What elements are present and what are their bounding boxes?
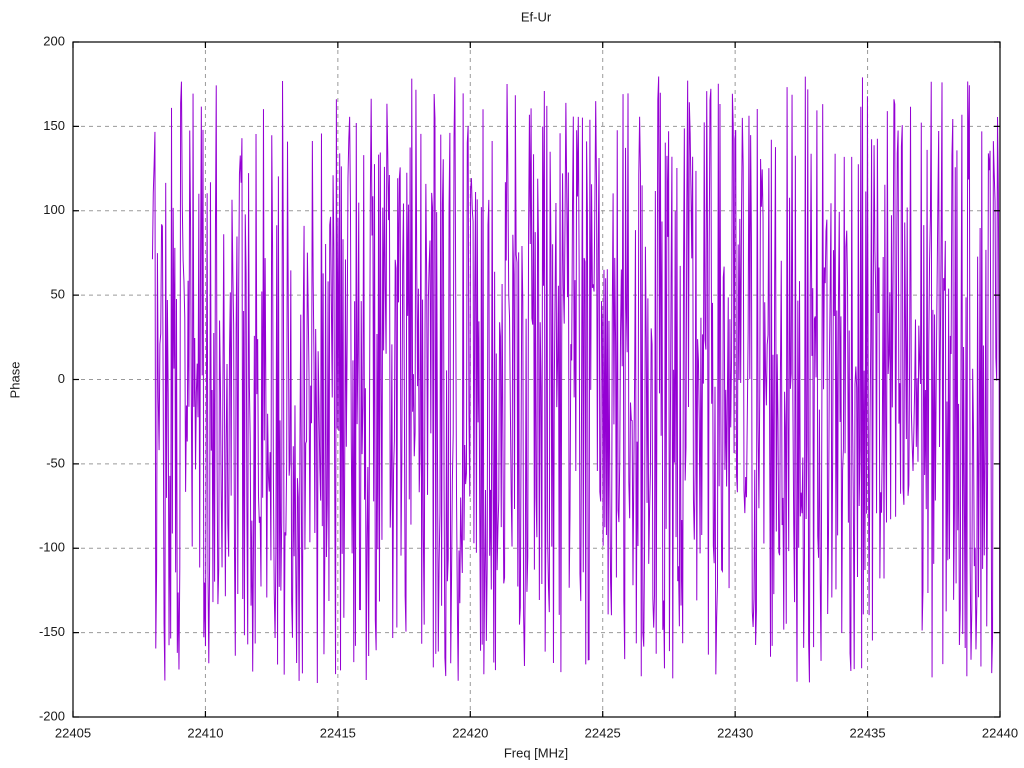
chart-title: Ef-Ur xyxy=(521,9,552,24)
y-tick-label: 0 xyxy=(58,371,65,386)
y-axis-label: Phase xyxy=(7,362,22,399)
x-tick-label: 22420 xyxy=(452,725,488,740)
y-tick-label: -150 xyxy=(39,624,65,639)
data-series-layer xyxy=(151,76,1001,684)
x-tick-label: 22405 xyxy=(55,725,91,740)
data-series-line xyxy=(151,76,1001,684)
y-tick-label: -200 xyxy=(39,708,65,723)
y-tick-label: -100 xyxy=(39,540,65,555)
y-tick-label: 50 xyxy=(51,287,65,302)
x-tick-label: 22435 xyxy=(849,725,885,740)
x-tick-label: 22425 xyxy=(585,725,621,740)
x-tick-label: 22410 xyxy=(187,725,223,740)
x-axis-label: Freq [MHz] xyxy=(504,745,568,760)
x-tick-label: 22430 xyxy=(717,725,753,740)
y-tick-label: 200 xyxy=(43,33,65,48)
y-tick-label: 150 xyxy=(43,118,65,133)
axis-ticks: -200 -150 -100 -50 0 50 100 150 200 22405 22410 224… xyxy=(39,33,1018,740)
y-tick-label: -50 xyxy=(46,455,65,470)
y-tick-label: 100 xyxy=(43,202,65,217)
x-tick-label: 22415 xyxy=(320,725,356,740)
x-tick-label: 22440 xyxy=(982,725,1018,740)
